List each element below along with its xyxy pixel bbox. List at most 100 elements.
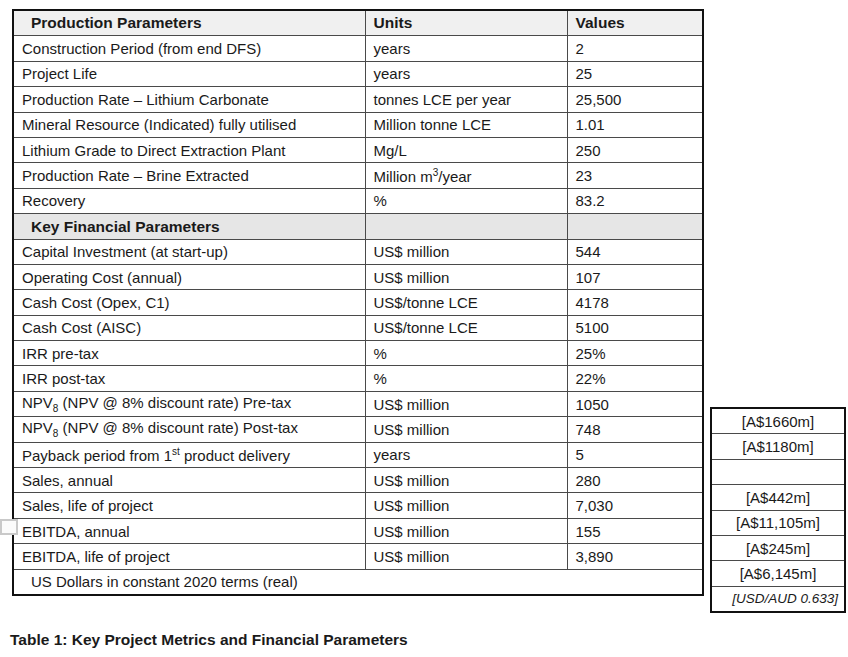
table-row: Cash Cost (Opex, C1) US$/tonne LCE 4178 [13,290,703,315]
value-cell: 23 [567,163,703,188]
value-cell: 3,890 [567,544,703,569]
value-cell: 83.2 [567,188,703,213]
value-cell: 250 [567,137,703,162]
param-cell: Sales, annual [13,468,365,493]
table-footer-row: US Dollars in constant 2020 terms (real) [13,569,703,595]
table-row: EBITDA, annual US$ million 155 [13,518,703,543]
units-text: /year [438,168,471,185]
param-text: Payback period from 1 [22,447,172,464]
aud-cell [711,459,845,484]
units-cell: US$ million [365,493,567,518]
param-cell: Construction Period (from end DFS) [13,36,365,61]
value-cell: 4178 [567,290,703,315]
units-cell: US$/tonne LCE [365,290,567,315]
param-cell: NPV8 (NPV @ 8% discount rate) Post-tax [13,417,365,442]
param-superscript: st [172,446,180,457]
value-cell: 155 [567,518,703,543]
units-cell: years [365,36,567,61]
units-cell: % [365,188,567,213]
section-empty-cell [567,214,703,239]
table-row: Cash Cost (AISC) US$/tonne LCE 5100 [13,315,703,340]
table-row: Recovery % 83.2 [13,188,703,213]
param-cell: Capital Investment (at start-up) [13,239,365,264]
param-cell: Payback period from 1st product delivery [13,442,365,467]
units-cell: Million m3/year [365,163,567,188]
param-cell: Mineral Resource (Indicated) fully utili… [13,112,365,137]
aud-cell: [A$245m] [711,535,845,560]
units-cell: Million tonne LCE [365,112,567,137]
table-row: IRR post-tax % 22% [13,366,703,391]
param-cell: Production Rate – Brine Extracted [13,163,365,188]
param-cell: Project Life [13,61,365,86]
section-title: Key Financial Parameters [13,214,365,239]
aud-row: [A$6,145m] [711,561,845,586]
table-row: Capital Investment (at start-up) US$ mil… [13,239,703,264]
aud-cell: [A$1180m] [711,434,845,459]
value-cell: 544 [567,239,703,264]
aud-row [711,459,845,484]
param-text: NPV [22,394,53,411]
param-cell: Production Rate – Lithium Carbonate [13,87,365,112]
aud-row: [A$1180m] [711,434,845,459]
aud-row: [USD/AUD 0.633] [711,586,845,612]
param-cell: IRR pre-tax [13,341,365,366]
anchor-artifact-square [0,519,18,535]
value-cell: 25% [567,341,703,366]
table-row: Project Life years 25 [13,61,703,86]
units-cell: US$/tonne LCE [365,315,567,340]
table-row: Payback period from 1st product delivery… [13,442,703,467]
param-text: NPV [22,419,53,436]
units-cell: US$ million [365,417,567,442]
exchange-rate-note: [USD/AUD 0.633] [711,586,845,612]
units-cell: % [365,366,567,391]
table-row: Production Rate – Brine Extracted Millio… [13,163,703,188]
header-production-parameters: Production Parameters [13,10,365,36]
table-row: Sales, annual US$ million 280 [13,468,703,493]
param-cell: Cash Cost (Opex, C1) [13,290,365,315]
table-row: Sales, life of project US$ million 7,030 [13,493,703,518]
header-units: Units [365,10,567,36]
value-cell: 5 [567,442,703,467]
param-cell: Lithium Grade to Direct Extraction Plant [13,137,365,162]
value-cell: 1.01 [567,112,703,137]
aud-annotations-table: [A$1660m] [A$1180m] [A$442m] [A$11,105m]… [710,407,846,613]
table-row: NPV8 (NPV @ 8% discount rate) Pre-tax US… [13,391,703,416]
param-text: (NPV @ 8% discount rate) Post-tax [58,419,297,436]
document-page: Production Parameters Units Values Const… [0,0,848,657]
value-cell: 748 [567,417,703,442]
units-cell: US$ million [365,544,567,569]
value-cell: 7,030 [567,493,703,518]
units-cell: tonnes LCE per year [365,87,567,112]
value-cell: 5100 [567,315,703,340]
parameters-table: Production Parameters Units Values Const… [12,9,704,596]
units-text: Million m [374,168,433,185]
table-row: Production Rate – Lithium Carbonate tonn… [13,87,703,112]
value-cell: 2 [567,36,703,61]
aud-cell: [A$442m] [711,485,845,510]
aud-row: [A$442m] [711,485,845,510]
units-cell: US$ million [365,468,567,493]
aud-row: [A$11,105m] [711,510,845,535]
param-text: (NPV @ 8% discount rate) Pre-tax [58,394,291,411]
section-empty-cell [365,214,567,239]
aud-cell: [A$11,105m] [711,510,845,535]
units-cell: US$ million [365,239,567,264]
param-cell: Recovery [13,188,365,213]
units-cell: years [365,442,567,467]
header-values: Values [567,10,703,36]
param-cell: NPV8 (NPV @ 8% discount rate) Pre-tax [13,391,365,416]
value-cell: 25 [567,61,703,86]
section-header-row: Key Financial Parameters [13,214,703,239]
value-cell: 1050 [567,391,703,416]
table-row: IRR pre-tax % 25% [13,341,703,366]
param-cell: Cash Cost (AISC) [13,315,365,340]
param-cell: Sales, life of project [13,493,365,518]
value-cell: 107 [567,264,703,289]
units-cell: Mg/L [365,137,567,162]
aud-row: [A$1660m] [711,408,845,434]
param-text: product delivery [180,447,290,464]
param-cell: Operating Cost (annual) [13,264,365,289]
param-cell: IRR post-tax [13,366,365,391]
units-cell: US$ million [365,518,567,543]
units-cell: US$ million [365,264,567,289]
